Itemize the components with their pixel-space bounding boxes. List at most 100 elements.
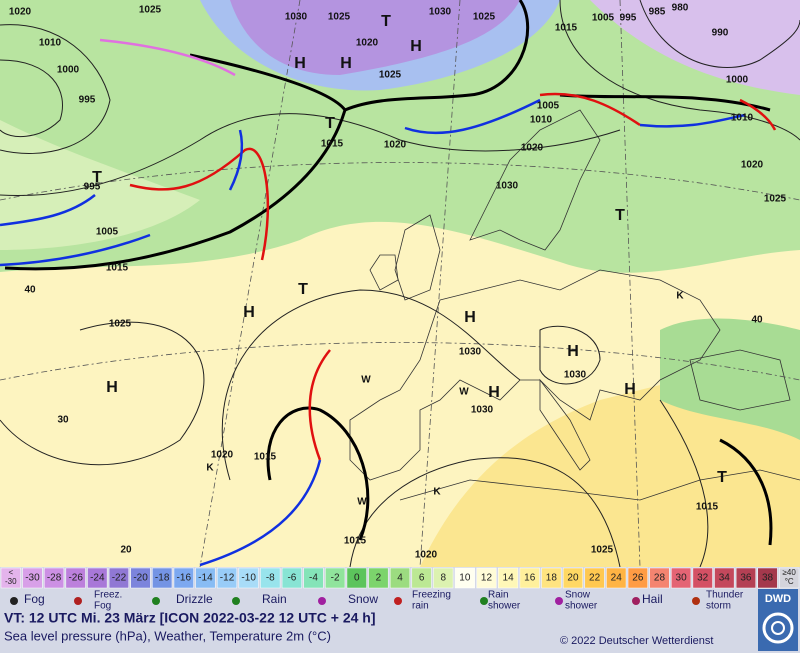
legend-icon — [394, 597, 402, 605]
legend-icon — [555, 597, 563, 605]
map-label: 1020 — [356, 38, 379, 49]
pressure-center: H — [340, 55, 352, 72]
legend-label: Freezing — [412, 590, 451, 601]
pressure-center: T — [381, 13, 391, 30]
color-cell — [541, 567, 562, 589]
map-label: 1015 — [555, 23, 578, 34]
map-label: 1020 — [384, 140, 407, 151]
legend-icon — [74, 597, 82, 605]
color-cell — [325, 567, 346, 589]
map-label: 1000 — [726, 75, 749, 86]
map-label: 1030 — [285, 12, 308, 23]
map-label: 1010 — [530, 115, 553, 126]
color-label: -26 — [68, 573, 83, 584]
pressure-center: T — [615, 207, 625, 224]
pressure-center: H — [243, 304, 255, 321]
color-label: -6 — [287, 573, 296, 584]
legend-label: Thunder — [706, 590, 744, 601]
color-label: °C — [785, 577, 794, 586]
pressure-center: H — [294, 55, 306, 72]
legend-label: Rain — [488, 590, 509, 601]
legend-label: Hail — [642, 592, 663, 606]
color-label: -18 — [155, 573, 170, 584]
map-labels: 1020 1025 1030 1025 T 1030 1020 H 1025 1025 1015 10… — [9, 3, 787, 561]
map-label: 980 — [672, 3, 689, 14]
map-label: 1030 — [496, 181, 519, 192]
map-label: 1010 — [731, 113, 754, 124]
color-cell — [303, 567, 324, 589]
map-label: 1015 — [696, 502, 719, 513]
color-label: 30 — [676, 573, 688, 584]
color-label: 4 — [397, 573, 403, 584]
color-cell — [562, 567, 584, 589]
legend-icon — [232, 597, 240, 605]
color-label: -30 — [25, 573, 40, 584]
color-cell — [671, 567, 692, 589]
green-area — [0, 0, 800, 273]
pressure-center: H — [410, 38, 422, 55]
map-label: 1025 — [109, 319, 132, 330]
color-label: 38 — [762, 573, 774, 584]
map-label: 1020 — [415, 550, 438, 561]
map-label: 40 — [24, 285, 36, 296]
pressure-center: H — [464, 309, 476, 326]
map-label: 1020 — [9, 7, 32, 18]
map-label: 990 — [712, 28, 729, 39]
color-label: 26 — [632, 573, 644, 584]
color-label: 2 — [376, 573, 382, 584]
map-label: W — [361, 375, 371, 386]
map-label: 1000 — [57, 65, 80, 76]
color-label: 36 — [740, 573, 752, 584]
map-label: 1025 — [473, 12, 496, 23]
color-cell — [346, 567, 367, 589]
color-cell — [216, 567, 238, 589]
map-label: 995 — [84, 182, 101, 193]
color-cell — [65, 567, 86, 589]
map-label: 995 — [79, 95, 96, 106]
isobars — [0, 0, 800, 568]
color-label: -16 — [177, 573, 192, 584]
graticule — [0, 0, 800, 568]
color-cell — [649, 567, 670, 589]
legend-label: Fog — [94, 601, 111, 612]
color-cell — [43, 567, 65, 589]
map-label: W — [459, 387, 469, 398]
color-label: 22 — [589, 573, 601, 584]
color-label: -12 — [220, 573, 235, 584]
pressure-center: H — [567, 343, 579, 360]
map-label: K — [206, 463, 214, 474]
legend-label: Drizzle — [176, 592, 213, 606]
color-cell — [238, 567, 259, 589]
color-cell — [433, 567, 454, 589]
copyright: © 2022 Deutscher Wetterdienst — [560, 635, 713, 647]
color-label: < — [8, 568, 13, 577]
green-area-east — [660, 318, 800, 440]
color-cell — [0, 567, 21, 589]
legend-label: shower — [565, 601, 598, 612]
color-label: 28 — [654, 573, 666, 584]
map-label: 1020 — [741, 160, 764, 171]
logo-text: DWD — [765, 593, 791, 605]
map-label: 30 — [57, 415, 69, 426]
legend-label: Fog — [24, 592, 45, 606]
map-label: 995 — [620, 13, 637, 24]
map-label: 1020 — [211, 450, 234, 461]
color-label: -22 — [112, 573, 127, 584]
map-label: 1005 — [537, 101, 560, 112]
color-label: 18 — [546, 573, 558, 584]
valid-time: VT: 12 UTC Mi. 23 März [ICON 2022-03-22 … — [4, 610, 376, 626]
map-label: 1015 — [106, 263, 129, 274]
map-label: 40 — [751, 315, 763, 326]
legend-icon — [318, 597, 326, 605]
color-cell — [757, 567, 778, 589]
map-label: 1030 — [564, 370, 587, 381]
color-label: 32 — [697, 573, 709, 584]
color-cell — [584, 567, 605, 589]
map-label: 1030 — [471, 405, 494, 416]
map-label: 1005 — [592, 13, 615, 24]
color-label: 6 — [419, 573, 425, 584]
color-label: -20 — [133, 573, 148, 584]
map-label: 1025 — [379, 70, 402, 81]
color-cell — [606, 567, 627, 589]
weather-legend: Fog Freez.Fog Drizzle Rain Snow FreezingrainR… — [10, 590, 744, 612]
